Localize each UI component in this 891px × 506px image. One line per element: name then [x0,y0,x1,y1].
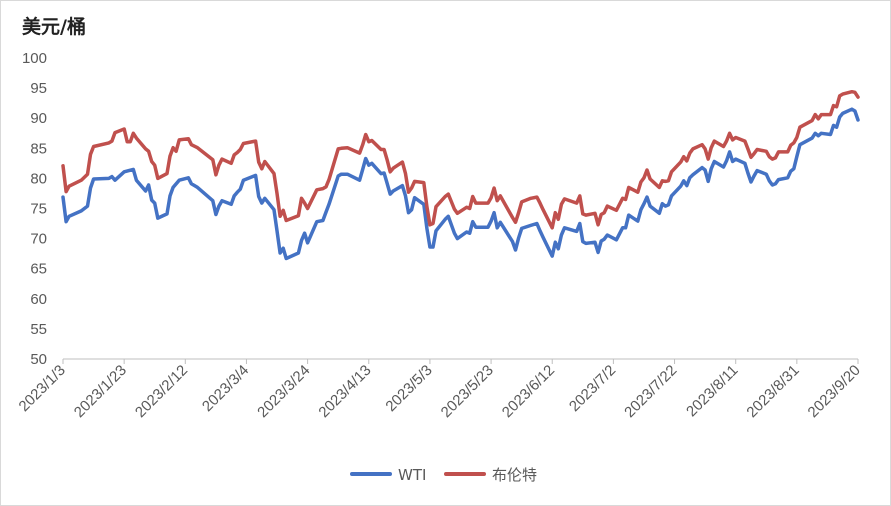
y-axis-unit-label: 美元/桶 [22,16,86,38]
y-tick-label: 75 [30,201,47,218]
x-tick-label: 2023/3/4 [199,362,252,415]
y-tick-label: 65 [30,261,47,278]
x-tick-label: 2023/7/22 [621,362,680,421]
y-axis-ticks: 50 55 60 65 70 75 80 85 90 95 100 [22,50,47,368]
y-tick-label: 100 [22,50,47,67]
x-tick-label: 2023/6/12 [499,362,558,421]
x-axis: 2023/1/3 2023/1/23 2023/2/12 2023/3/4 2023/3… [16,358,864,421]
y-tick-label: 85 [30,140,47,157]
y-tick-label: 55 [30,321,47,338]
y-tick-label: 95 [30,80,47,97]
x-tick-label: 2023/7/2 [566,362,619,415]
y-tick-label: 80 [30,170,47,187]
y-tick-label: 50 [30,351,47,368]
x-tick-label: 2023/8/11 [683,362,741,420]
x-tick-label: 2023/4/13 [315,362,374,421]
x-tick-label: 2023/8/31 [743,362,802,421]
series-lines [61,89,860,261]
legend-label: WTI [398,466,426,484]
y-tick-label: 70 [30,231,47,248]
x-tick-label: 2023/5/23 [438,362,497,421]
legend: WTI 布伦特 [350,466,537,484]
y-tick-label: 60 [30,291,47,308]
x-tick-label: 2023/1/3 [16,362,69,415]
legend-label: 布伦特 [492,466,537,484]
x-tick-label: 2023/2/12 [132,362,191,421]
x-tick-label: 2023/1/23 [71,362,130,421]
series-line-brent [61,89,860,230]
x-tick-label: 2023/3/24 [254,362,313,421]
x-tick-label: 2023/9/20 [805,362,864,421]
series-line-wti [61,107,860,261]
y-tick-label: 90 [30,110,47,127]
x-tick-label: 2023/5/3 [382,362,435,415]
